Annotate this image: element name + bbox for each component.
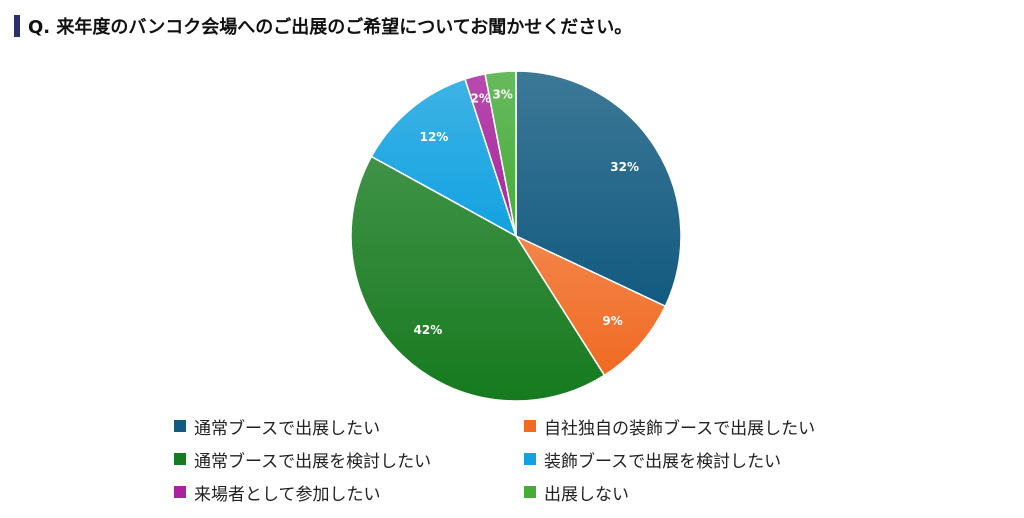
title-accent-bar: [14, 15, 20, 37]
legend-swatch-2: [174, 453, 186, 465]
legend-label-1: 自社独自の装飾ブースで出展したい: [544, 418, 816, 439]
legend-swatch-4: [174, 486, 186, 498]
legend-label-5: 出展しない: [544, 484, 629, 505]
legend-item-3: 装飾ブースで出展を検討したい: [524, 447, 894, 472]
pie-slice-5: [484, 70, 517, 237]
pie-slice-2: [350, 155, 606, 402]
legend-swatch-5: [524, 486, 536, 498]
pie-slice-0: [515, 70, 682, 308]
chart-legend: 通常ブースで出展したい 自社独自の装飾ブースで出展したい通常ブースで出展を検討した…: [174, 414, 894, 505]
legend-item-0: 通常ブースで出展したい: [174, 414, 524, 439]
slice-data-label-0: 32%: [610, 160, 639, 174]
slice-data-label-5: 3%: [492, 88, 512, 102]
legend-item-5: 出展しない: [524, 480, 894, 505]
legend-item-2: 通常ブースで出展を検討したい: [174, 447, 524, 472]
legend-swatch-3: [524, 453, 536, 465]
pie-slice-1: [513, 234, 667, 377]
legend-label-0: 通常ブースで出展したい: [194, 418, 381, 439]
slice-data-label-3: 12%: [420, 130, 449, 144]
slice-data-label-4: 2%: [471, 92, 491, 106]
slice-data-label-2: 42%: [414, 323, 443, 337]
pie-slice-3: [370, 78, 518, 238]
page-title: Q. 来年度のバンコク会場へのご出展のご希望についてお聞かせください。: [28, 17, 633, 38]
slice-data-label-1: 9%: [602, 314, 622, 328]
legend-item-1: 自社独自の装飾ブースで出展したい: [524, 414, 894, 439]
legend-swatch-0: [174, 420, 186, 432]
legend-swatch-1: [524, 420, 536, 432]
legend-item-4: 来場者として参加したい: [174, 480, 524, 505]
legend-label-2: 通常ブースで出展を検討したい: [194, 451, 432, 472]
legend-label-3: 装飾ブースで出展を検討したい: [544, 451, 782, 472]
legend-label-4: 来場者として参加したい: [194, 484, 381, 505]
